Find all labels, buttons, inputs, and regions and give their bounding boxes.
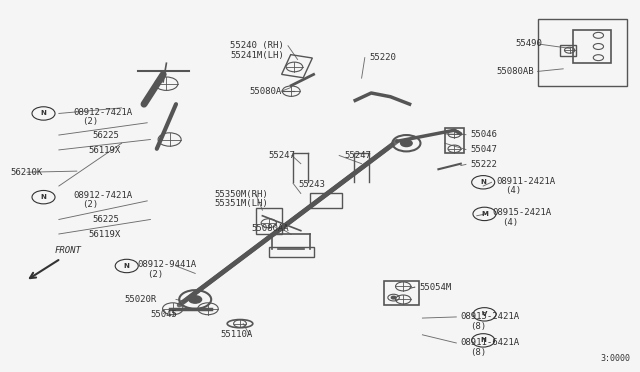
Text: 08915-2421A: 08915-2421A bbox=[461, 312, 520, 321]
Text: 08915-2421A: 08915-2421A bbox=[493, 208, 552, 217]
Bar bbox=[282, 55, 312, 78]
Text: M: M bbox=[481, 211, 488, 217]
Text: 55247: 55247 bbox=[269, 151, 296, 160]
Bar bbox=[384, 281, 419, 305]
Text: 55020R: 55020R bbox=[125, 295, 157, 304]
Text: 55080A: 55080A bbox=[250, 87, 282, 96]
Text: 55351M(LH): 55351M(LH) bbox=[214, 199, 268, 208]
Text: 55047: 55047 bbox=[470, 145, 497, 154]
Text: 56225: 56225 bbox=[93, 215, 120, 224]
Text: 55045: 55045 bbox=[150, 310, 177, 319]
Bar bbox=[310, 193, 342, 208]
Text: 56210K: 56210K bbox=[11, 168, 43, 177]
Text: 55080AA: 55080AA bbox=[252, 224, 289, 233]
Text: (2): (2) bbox=[147, 270, 163, 279]
Text: N: N bbox=[40, 194, 47, 200]
Circle shape bbox=[189, 296, 202, 303]
Circle shape bbox=[401, 140, 412, 147]
Text: 55240 (RH): 55240 (RH) bbox=[230, 41, 284, 50]
Bar bbox=[560, 45, 576, 56]
Text: (4): (4) bbox=[502, 218, 518, 227]
Bar bbox=[256, 208, 282, 234]
Text: N: N bbox=[124, 263, 130, 269]
Text: 56119X: 56119X bbox=[88, 146, 120, 155]
Text: 55241M(LH): 55241M(LH) bbox=[230, 51, 284, 60]
Text: (8): (8) bbox=[470, 348, 486, 357]
Bar bbox=[538, 19, 627, 86]
Text: 56119X: 56119X bbox=[88, 230, 120, 239]
Text: 08911-2421A: 08911-2421A bbox=[496, 177, 555, 186]
Text: (2): (2) bbox=[82, 200, 98, 209]
Text: N: N bbox=[480, 179, 486, 185]
Text: 55243: 55243 bbox=[299, 180, 326, 189]
Text: N: N bbox=[40, 110, 47, 116]
Text: FRONT: FRONT bbox=[54, 246, 81, 255]
Text: 55080AB: 55080AB bbox=[496, 67, 534, 76]
Circle shape bbox=[391, 296, 396, 299]
Bar bbox=[445, 128, 464, 153]
Text: (4): (4) bbox=[506, 186, 522, 195]
Bar bbox=[269, 247, 314, 257]
Text: V: V bbox=[482, 311, 487, 317]
Text: 3:0000: 3:0000 bbox=[600, 354, 630, 363]
Bar bbox=[573, 30, 611, 63]
Text: N: N bbox=[480, 337, 486, 343]
Text: 55220: 55220 bbox=[369, 53, 396, 62]
Text: 55046: 55046 bbox=[470, 130, 497, 139]
Text: 55222: 55222 bbox=[470, 160, 497, 169]
Text: (2): (2) bbox=[82, 117, 98, 126]
Text: 55247: 55247 bbox=[344, 151, 371, 160]
Text: 55054M: 55054M bbox=[419, 283, 451, 292]
Text: 08912-7421A: 08912-7421A bbox=[74, 108, 132, 117]
Text: 08912-9441A: 08912-9441A bbox=[138, 260, 196, 269]
Text: 55110A: 55110A bbox=[221, 330, 253, 339]
Text: 55490: 55490 bbox=[515, 39, 542, 48]
Text: 08912-7421A: 08912-7421A bbox=[74, 191, 132, 200]
Text: 55350M(RH): 55350M(RH) bbox=[214, 190, 268, 199]
Text: 08911-6421A: 08911-6421A bbox=[461, 339, 520, 347]
Text: 56225: 56225 bbox=[93, 131, 120, 140]
Text: (8): (8) bbox=[470, 322, 486, 331]
